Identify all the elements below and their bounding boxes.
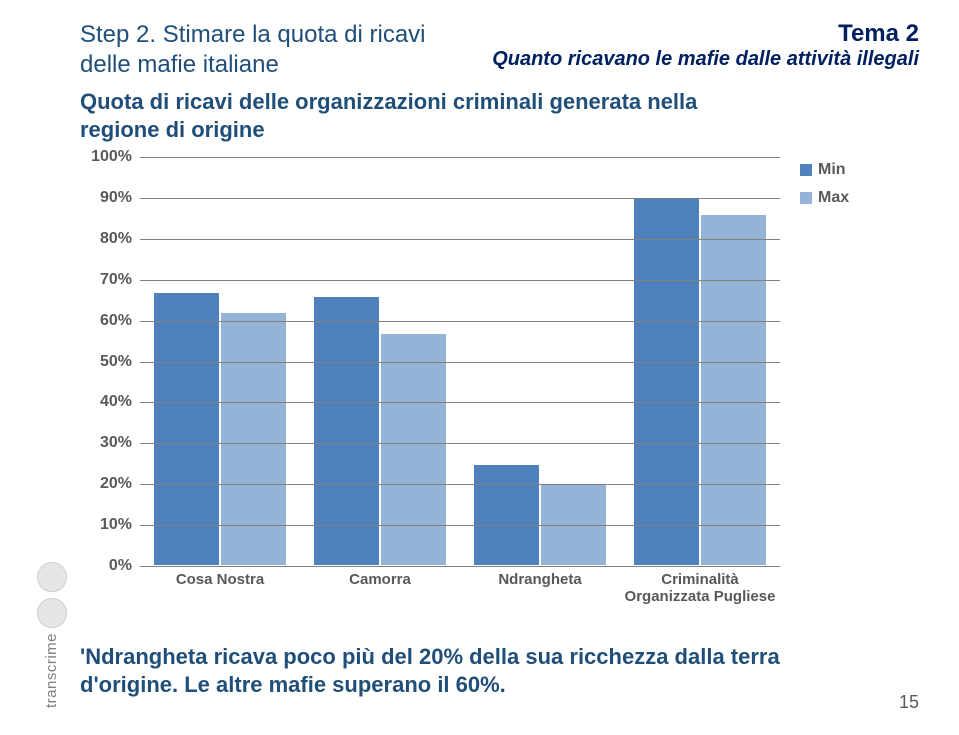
slide: Step 2. Stimare la quota di ricavi delle… [0,0,959,735]
legend-item: Max [800,189,849,207]
gridline [140,198,780,199]
bar [633,198,700,566]
y-axis-label: 60% [82,312,132,330]
legend-label: Max [818,189,849,207]
y-axis-label: 90% [82,189,132,207]
legend-label: Min [818,161,846,179]
legend-swatch-icon [800,192,812,204]
legend-swatch-icon [800,164,812,176]
gridline [140,443,780,444]
x-axis-label: Camorra [300,566,460,589]
title-right: Tema 2 Quanto ricavano le mafie dalle at… [492,20,919,71]
page-number: 15 [899,692,919,713]
x-axis-label: Cosa Nostra [140,566,300,589]
legend: Min Max [800,161,849,217]
gridline [140,484,780,485]
chart-area: Cosa NostraCamorraNdranghetaCriminalità … [80,157,780,597]
gridline [140,525,780,526]
logo-circle-icon [37,562,67,592]
gridline [140,362,780,363]
tema-label: Tema 2 [492,20,919,48]
bar [380,333,447,566]
legend-item: Min [800,161,849,179]
chart-wrap: Cosa NostraCamorraNdranghetaCriminalità … [80,157,919,597]
gridline [140,321,780,322]
y-axis-label: 30% [82,434,132,452]
y-axis-label: 80% [82,230,132,248]
subtitle: Quota di ricavi delle organizzazioni cri… [80,88,720,143]
x-axis-label: Criminalità Organizzata Pugliese [620,566,780,605]
gridline [140,566,780,567]
y-axis-label: 70% [82,271,132,289]
title-left: Step 2. Stimare la quota di ricavi delle… [80,20,440,80]
gridline [140,157,780,158]
gridline [140,402,780,403]
bar [220,312,287,566]
y-axis-label: 10% [82,516,132,534]
gridline [140,280,780,281]
y-axis-label: 50% [82,353,132,371]
side-logo: transcrime [14,562,89,701]
brand-text: transcrime [43,633,60,708]
y-axis-label: 0% [82,557,132,575]
caption: 'Ndrangheta ricava poco più del 20% dell… [80,643,780,698]
bar [700,214,767,566]
bar [473,464,540,566]
gridline [140,239,780,240]
x-axis-label: Ndrangheta [460,566,620,589]
header: Step 2. Stimare la quota di ricavi delle… [80,20,919,80]
logo-circle-icon [37,598,67,628]
y-axis-label: 40% [82,393,132,411]
plot-area: Cosa NostraCamorraNdranghetaCriminalità … [140,157,780,567]
y-axis-label: 100% [82,148,132,166]
tema-subtitle: Quanto ricavano le mafie dalle attività … [492,48,919,71]
y-axis-label: 20% [82,475,132,493]
